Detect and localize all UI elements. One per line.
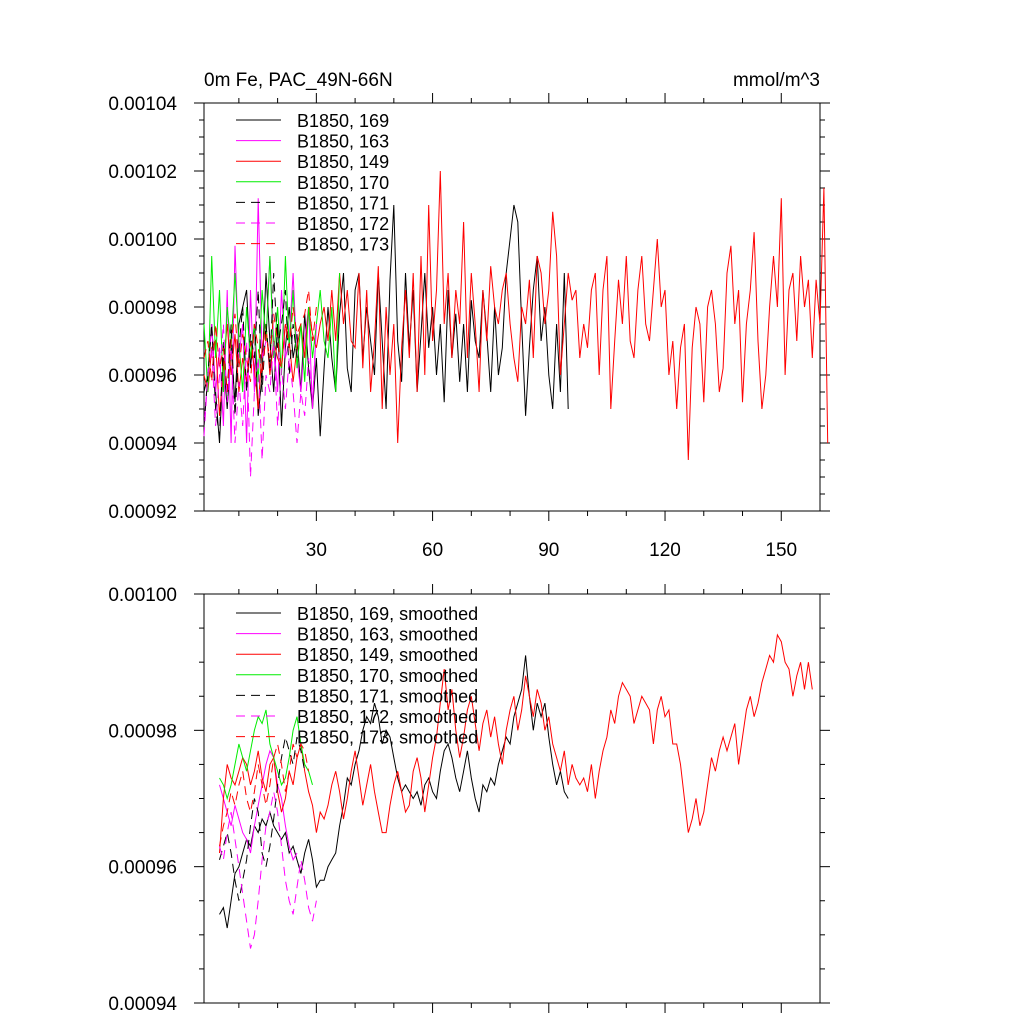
y-tick-label: 0.00094 bbox=[108, 434, 177, 455]
legend-label: B1850, 172 bbox=[297, 214, 389, 234]
x-tick-label: 120 bbox=[649, 540, 681, 561]
series-line bbox=[203, 204, 569, 444]
legend-label: B1850, 173, smoothed bbox=[297, 728, 478, 748]
legend-label: B1850, 170, smoothed bbox=[297, 666, 478, 686]
legend-label: B1850, 171 bbox=[297, 193, 389, 213]
legend-label: B1850, 163 bbox=[297, 132, 389, 152]
x-tick-label: 60 bbox=[422, 540, 443, 561]
top-title: 0m Fe, PAC_49N-66N bbox=[204, 70, 393, 91]
x-tick-label: 30 bbox=[306, 540, 327, 561]
legend-label: B1850, 173 bbox=[297, 235, 389, 255]
y-tick-label: 0.00098 bbox=[108, 721, 177, 742]
legend-label: B1850, 169, smoothed bbox=[297, 604, 478, 624]
series-line bbox=[219, 749, 298, 862]
bottom-panel: 0.00094 0.00096 0.00098 0.00100 B1850, 169, … bbox=[108, 584, 830, 1015]
x-tick-label: 150 bbox=[765, 540, 797, 561]
top-units: mmol/m^3 bbox=[733, 70, 820, 91]
legend-label: B1850, 169 bbox=[297, 111, 389, 131]
series-line bbox=[203, 272, 298, 437]
y-tick-label: 0.00096 bbox=[108, 366, 177, 387]
y-tick-label: 0.00092 bbox=[108, 502, 177, 523]
series-line bbox=[203, 323, 317, 478]
series-line bbox=[219, 633, 813, 854]
y-tick-label: 0.00098 bbox=[108, 298, 177, 319]
legend-label: B1850, 172, smoothed bbox=[297, 707, 478, 727]
legend-label: B1850, 163, smoothed bbox=[297, 625, 478, 645]
y-tick-label: 0.00104 bbox=[108, 94, 177, 115]
legend-label: B1850, 170 bbox=[297, 173, 389, 193]
series-line bbox=[219, 655, 569, 929]
series-line bbox=[219, 791, 317, 949]
y-tick-label: 0.00102 bbox=[108, 162, 177, 183]
y-tick-label: 0.00100 bbox=[108, 585, 177, 606]
y-tick-label: 0.00100 bbox=[108, 230, 177, 251]
y-tick-label: 0.00096 bbox=[108, 858, 177, 879]
y-tick-label: 0.00094 bbox=[108, 994, 177, 1015]
series-line bbox=[219, 736, 306, 901]
series-line bbox=[219, 742, 310, 847]
series-line bbox=[219, 709, 313, 801]
legend-label: B1850, 171, smoothed bbox=[297, 686, 478, 706]
legend-label: B1850, 149 bbox=[297, 152, 389, 172]
x-tick-label: 90 bbox=[538, 540, 559, 561]
top-panel: 30 60 90 120 150 0.00092 0.00094 0.00096 0.00098… bbox=[108, 93, 830, 561]
series-line bbox=[203, 255, 341, 393]
legend-label: B1850, 149, smoothed bbox=[297, 645, 478, 665]
